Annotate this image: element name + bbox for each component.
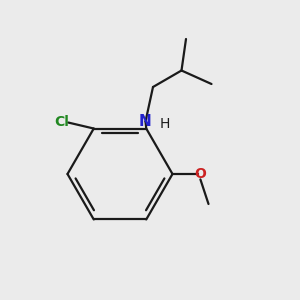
Text: Cl: Cl: [54, 115, 69, 129]
Text: N: N: [139, 114, 152, 129]
Text: O: O: [194, 167, 206, 181]
Text: H: H: [160, 117, 170, 131]
